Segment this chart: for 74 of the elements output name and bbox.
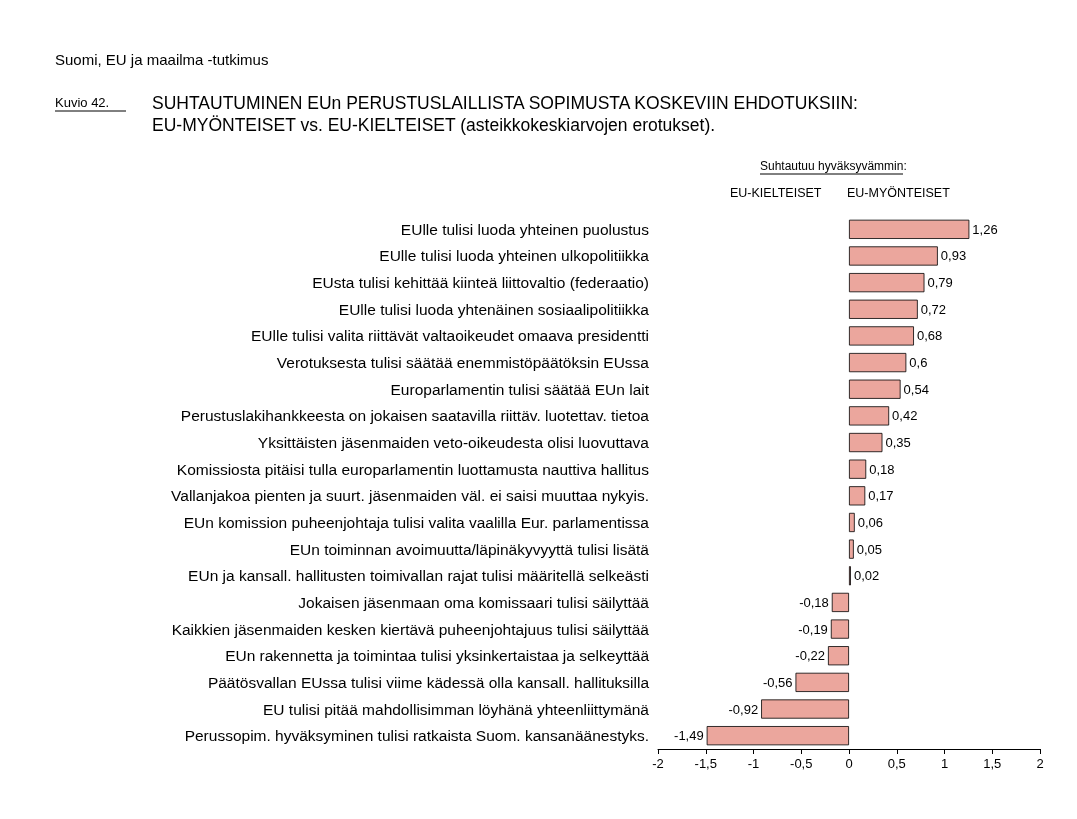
- data-label: 0,06: [857, 514, 884, 530]
- bar: [849, 273, 925, 293]
- text: Suhtautuu hyväksyvämmin:: [760, 159, 907, 173]
- data-label: -0,92: [728, 701, 759, 717]
- bar: [849, 352, 907, 373]
- bar: [849, 432, 883, 453]
- data-label: 0,42: [892, 408, 918, 424]
- y-tick-label: EUsta tulisi kehittää kiinteä liittovaltio (federaatio): [312, 274, 649, 292]
- y-tick-label: Yksittäisten jäsenmaiden veto-oikeudesta olisi luovuttava: [257, 434, 650, 452]
- text: EU-MYÖNTEISET: [847, 185, 951, 200]
- bar: [761, 699, 849, 719]
- bar: [849, 512, 855, 533]
- y-tick-label: EUn rakennetta ja toimintaa tulisi yksinkertaistaa ja selkeyttää: [225, 647, 650, 665]
- x-tick-label: -1,5: [694, 756, 717, 771]
- bar: [706, 726, 849, 746]
- data-label: 1,26: [972, 221, 998, 237]
- bar: [831, 592, 849, 613]
- y-tick-label: Perussopim. hyväksyminen tulisi ratkaista Suom. kansanäänestyks.: [184, 727, 649, 745]
- y-tick-label: Kaikkien jäsenmaiden kesken kiertävä puheenjohtajuus tulisi säilyttää: [171, 620, 650, 638]
- y-tick-label: EUn ja kansall. hallitusten toimivallan rajat tulisi määritellä selkeästi: [188, 567, 649, 585]
- data-label: -0,56: [762, 674, 793, 690]
- x-tick-label: -2: [652, 756, 664, 771]
- data-label: 0,17: [868, 488, 894, 504]
- data-label: 0,02: [853, 568, 880, 584]
- y-tick-label: EUlle tulisi luoda yhteinen puolustus: [400, 220, 650, 238]
- data-label: 0,54: [903, 381, 929, 397]
- bar: [849, 486, 866, 506]
- text: EU-KIELTEISET: [730, 185, 822, 200]
- data-label: 0,18: [869, 461, 895, 477]
- x-tick-label: 2: [1036, 756, 1044, 771]
- y-tick-label: EUn komission puheenjohtaja tulisi valita vaalilla Eur. parlamentissa: [183, 513, 650, 531]
- y-tick-label: Perustuslakihankkeesta on jokaisen saatavilla riittäv. luotettav. tietoa: [180, 407, 650, 425]
- y-tick-label: Europarlamentin tulisi säätää EUn lait: [390, 380, 650, 398]
- data-label: -0,19: [798, 621, 828, 637]
- y-tick-label: EUlle tulisi luoda yhtenäinen sosiaalipolitiikka: [338, 300, 650, 318]
- text: Suomi, EU ja maailma -tutkimus: [55, 51, 269, 68]
- y-tick-label: EUlle tulisi valita riittävät valtaoikeudet omaava presidentti: [250, 327, 649, 345]
- text: Kuvio 42.: [55, 95, 110, 110]
- y-tick-label: Päätösvallan EUssa tulisi viime kädessä olla kansall. hallituksilla: [207, 673, 650, 691]
- data-label: 0,68: [916, 328, 943, 344]
- data-label: 0,6: [909, 355, 928, 371]
- bar: [830, 619, 849, 639]
- data-label: 0,05: [856, 541, 883, 557]
- data-label: 0,93: [940, 248, 967, 264]
- bar: [849, 246, 938, 266]
- x-tick-label: 0,5: [887, 756, 906, 771]
- y-tick-label: EUlle tulisi luoda yhteinen ulkopolitiikka: [379, 247, 650, 265]
- x-tick-label: -1: [747, 756, 760, 771]
- bar: [849, 379, 901, 399]
- data-label: 0,35: [885, 435, 911, 451]
- bar: [849, 406, 890, 426]
- y-tick-label: EU tulisi pitää mahdollisimman löyhänä yhteenliittymänä: [263, 700, 650, 718]
- x-tick-label: 1,5: [983, 756, 1002, 771]
- y-tick-label: EUn toiminnan avoimuutta/läpinäkyvyyttä tulisi lisätä: [289, 540, 650, 558]
- bar: [849, 326, 914, 346]
- data-label: -0,22: [795, 648, 825, 664]
- bar: [795, 672, 849, 692]
- text: SUHTAUTUMINEN EUn PERUSTUSLAILLISTA SOPIMUSTA KOSKEVIIN EHDOTUKSIIN: EU-MYÖNTEISET vs. EU-KIELTEISET (asteikkokeskiarvojen erotukset).: [152, 93, 858, 135]
- data-label: -0,18: [799, 594, 829, 610]
- y-tick-label: Verotuksesta tulisi säätää enemmistöpäätöksin EUssa: [276, 354, 650, 372]
- x-tick-label: -0,5: [790, 756, 813, 771]
- bar: [827, 646, 849, 666]
- bar: [849, 219, 970, 239]
- bar: [849, 459, 867, 479]
- data-label: 0,72: [920, 301, 947, 317]
- y-tick-label: Jokaisen jäsenmaan oma komissaari tulisi säilyttää: [298, 593, 650, 611]
- bar: [849, 539, 854, 559]
- data-label: -1,49: [674, 728, 704, 744]
- y-tick-label: Vallanjakoa pienten ja suurt. jäsenmaiden väl. ei saisi muuttaa nykyis.: [171, 487, 649, 505]
- x-tick-label: 0: [845, 756, 853, 771]
- x-tick-label: 1: [940, 756, 949, 771]
- data-label: 0,79: [927, 275, 953, 291]
- bar: [849, 299, 918, 319]
- y-tick-label: Komissiosta pitäisi tulla europarlamentin luottamusta nauttiva hallitus: [176, 460, 650, 478]
